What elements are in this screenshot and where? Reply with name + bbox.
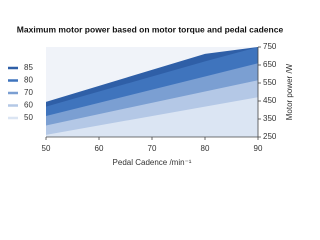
chart-title: Maximum motor power based on motor torqu…	[17, 24, 284, 34]
x-tick-label: 90	[254, 144, 263, 153]
x-axis-label: Pedal Cadence /min⁻¹	[113, 158, 192, 167]
y-axis-label: Motor power /W	[285, 63, 294, 120]
legend-label: 80	[24, 76, 33, 85]
x-tick-label: 60	[95, 144, 104, 153]
y-tick-label: 250	[263, 132, 277, 141]
legend-label: 70	[24, 88, 33, 97]
legend-label: 50	[24, 113, 33, 122]
legend-label: 60	[24, 101, 33, 110]
y-tick-label: 750	[263, 42, 277, 51]
area	[46, 97, 258, 137]
legend-label: 85	[24, 63, 33, 72]
y-tick-label: 550	[263, 78, 277, 87]
x-tick-label: 80	[201, 144, 210, 153]
chart: Maximum motor power based on motor torqu…	[8, 24, 295, 168]
y-tick-label: 650	[263, 60, 277, 69]
x-tick-label: 70	[148, 144, 157, 153]
y-tick-label: 450	[263, 96, 277, 105]
y-tick-label: 350	[263, 114, 277, 123]
x-tick-label: 50	[42, 144, 51, 153]
